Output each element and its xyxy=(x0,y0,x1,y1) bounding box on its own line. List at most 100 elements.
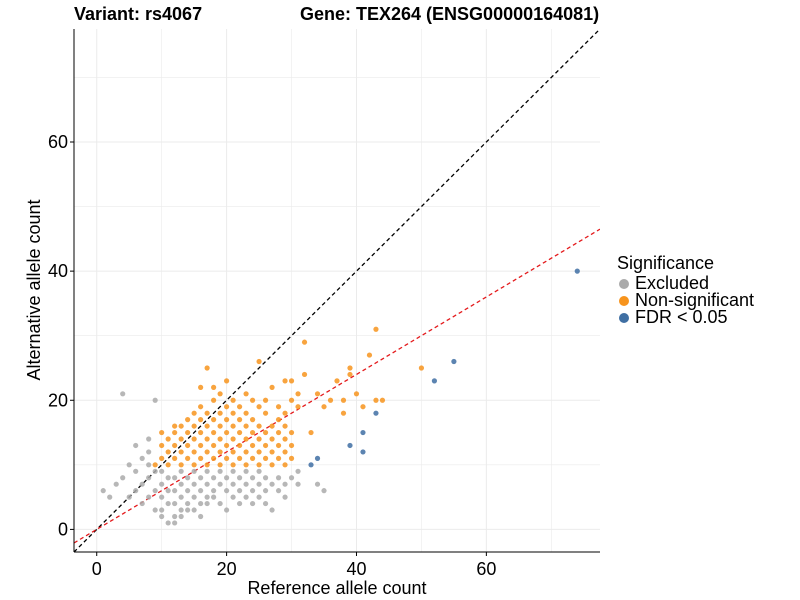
point-non-significant xyxy=(198,455,204,461)
chart-title-variant: Variant: rs4067 xyxy=(74,4,203,24)
point-non-significant xyxy=(191,462,197,468)
point-non-significant xyxy=(172,423,178,429)
point-excluded xyxy=(262,500,269,507)
point-non-significant xyxy=(243,391,249,397)
point-non-significant xyxy=(211,397,217,403)
point-non-significant xyxy=(198,442,204,449)
point-non-significant xyxy=(347,371,353,378)
point-excluded xyxy=(133,468,139,474)
point-non-significant xyxy=(236,442,243,449)
point-excluded xyxy=(146,475,152,481)
point-non-significant xyxy=(301,339,308,345)
point-excluded xyxy=(211,475,217,481)
point-excluded xyxy=(262,488,269,494)
point-non-significant xyxy=(288,397,295,403)
point-non-significant xyxy=(191,436,197,442)
point-non-significant xyxy=(198,384,204,390)
point-non-significant xyxy=(178,462,184,468)
point-excluded xyxy=(139,455,145,461)
point-excluded xyxy=(159,494,165,500)
point-non-significant xyxy=(295,404,301,410)
legend-label-fdr: FDR < 0.05 xyxy=(635,307,728,327)
point-excluded xyxy=(178,507,184,513)
data-points xyxy=(100,268,580,526)
point-excluded xyxy=(165,520,171,526)
legend-dot-non-significant xyxy=(619,295,629,306)
point-non-significant xyxy=(373,397,379,403)
point-fdr-0-05 xyxy=(308,462,314,468)
point-excluded xyxy=(139,481,145,487)
point-non-significant xyxy=(262,410,269,416)
point-non-significant xyxy=(230,462,236,468)
point-excluded xyxy=(243,481,249,487)
point-excluded xyxy=(236,500,243,507)
point-non-significant xyxy=(178,423,184,429)
point-non-significant xyxy=(224,378,230,384)
point-excluded xyxy=(172,500,178,507)
legend: Significance Excluded Non-significant FD… xyxy=(617,253,754,327)
point-excluded xyxy=(262,475,269,481)
point-non-significant xyxy=(165,436,171,442)
point-excluded xyxy=(133,488,139,494)
point-non-significant xyxy=(262,455,269,461)
reference-line-identity xyxy=(74,29,600,552)
point-excluded xyxy=(172,520,178,526)
point-excluded xyxy=(243,468,249,474)
reference-lines xyxy=(74,29,600,552)
point-non-significant xyxy=(217,391,223,397)
point-non-significant xyxy=(366,352,373,358)
point-non-significant xyxy=(217,449,223,455)
point-non-significant xyxy=(172,442,178,449)
point-non-significant xyxy=(321,404,327,410)
point-non-significant xyxy=(347,365,353,371)
point-non-significant xyxy=(230,397,236,403)
point-non-significant xyxy=(178,436,184,442)
point-fdr-0-05 xyxy=(373,410,379,416)
point-excluded xyxy=(204,481,210,487)
point-excluded xyxy=(256,481,262,487)
point-fdr-0-05 xyxy=(314,455,321,461)
point-excluded xyxy=(146,494,152,500)
point-excluded xyxy=(249,500,256,507)
point-excluded xyxy=(113,481,119,487)
point-excluded xyxy=(314,481,321,487)
point-non-significant xyxy=(275,455,282,461)
point-non-significant xyxy=(269,436,275,442)
point-non-significant xyxy=(185,417,191,423)
point-excluded xyxy=(282,481,288,487)
point-non-significant xyxy=(379,397,386,403)
point-excluded xyxy=(230,494,236,500)
point-non-significant xyxy=(314,391,321,397)
point-non-significant xyxy=(236,455,243,461)
point-non-significant xyxy=(204,436,210,442)
point-excluded xyxy=(100,488,106,494)
point-non-significant xyxy=(204,462,210,468)
point-excluded xyxy=(159,481,165,487)
point-non-significant xyxy=(249,429,256,436)
point-excluded xyxy=(120,391,126,397)
point-non-significant xyxy=(217,436,223,442)
point-excluded xyxy=(236,488,243,494)
point-fdr-0-05 xyxy=(360,449,366,455)
point-excluded xyxy=(198,475,204,481)
point-excluded xyxy=(159,513,165,520)
point-non-significant xyxy=(224,404,230,410)
point-excluded xyxy=(224,488,230,494)
point-fdr-0-05 xyxy=(347,442,353,449)
point-excluded xyxy=(146,462,152,468)
point-non-significant xyxy=(262,397,269,403)
point-excluded xyxy=(165,500,171,507)
point-non-significant xyxy=(236,417,243,423)
point-excluded xyxy=(256,468,262,474)
point-non-significant xyxy=(262,442,269,449)
point-non-significant xyxy=(243,462,249,468)
point-excluded xyxy=(191,507,197,513)
point-excluded xyxy=(269,481,275,487)
point-non-significant xyxy=(269,449,275,455)
point-non-significant xyxy=(204,410,210,416)
point-non-significant xyxy=(373,326,379,332)
point-excluded xyxy=(230,481,236,487)
point-non-significant xyxy=(256,404,262,410)
point-non-significant xyxy=(418,365,425,371)
